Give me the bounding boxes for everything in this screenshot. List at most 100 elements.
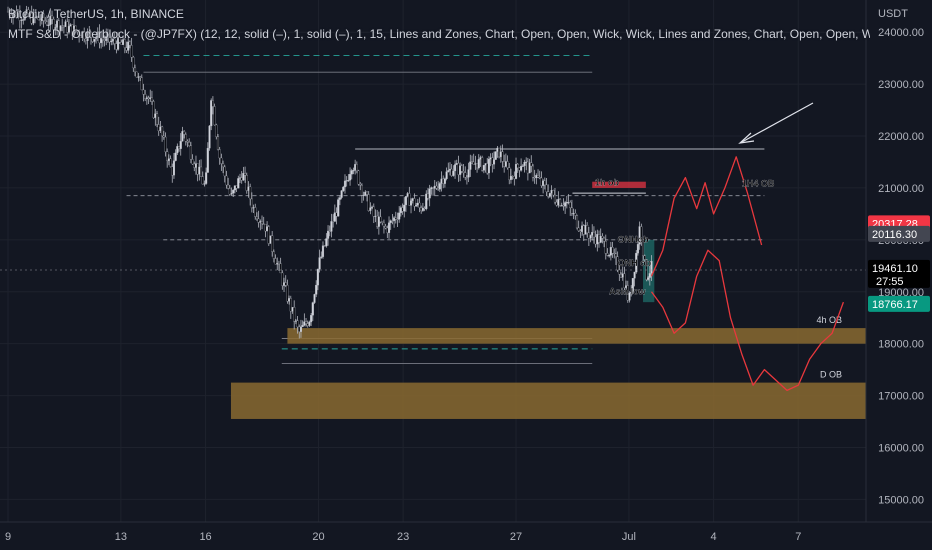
candle-body bbox=[196, 163, 199, 175]
candle-body bbox=[327, 230, 330, 239]
candle-body bbox=[514, 164, 518, 179]
candle-body bbox=[303, 321, 306, 326]
candle-body bbox=[496, 147, 499, 152]
candle-body bbox=[430, 187, 433, 190]
candle-body bbox=[276, 263, 279, 265]
candle-body bbox=[467, 169, 470, 178]
candle-body bbox=[244, 173, 247, 176]
candle-body bbox=[393, 217, 396, 221]
candle-body bbox=[476, 163, 479, 169]
candle-body bbox=[362, 194, 365, 197]
candle-body bbox=[100, 38, 103, 44]
x-tick-label: 20 bbox=[312, 531, 324, 543]
candle-body bbox=[548, 193, 551, 197]
candle-body bbox=[235, 185, 238, 189]
candle-body bbox=[250, 198, 253, 208]
candle-body bbox=[381, 221, 384, 223]
candle-body bbox=[145, 97, 148, 99]
candle-body bbox=[355, 164, 358, 172]
candle-body bbox=[464, 172, 467, 178]
candle-body bbox=[487, 158, 490, 174]
candle-body bbox=[267, 226, 270, 244]
candle-body bbox=[623, 273, 626, 288]
candle-body bbox=[147, 97, 150, 99]
candle-body bbox=[531, 165, 535, 178]
candle-body bbox=[503, 161, 506, 167]
candle-body bbox=[562, 205, 565, 207]
candle-body bbox=[130, 45, 133, 58]
candle-body bbox=[445, 171, 448, 180]
time-axis[interactable]: 9 13 16 20 23 27 Jul 4 7 bbox=[5, 531, 801, 543]
candle-body bbox=[88, 31, 91, 33]
candle-body bbox=[511, 175, 514, 178]
candle-body bbox=[572, 213, 575, 215]
forecast-paths bbox=[650, 156, 845, 392]
candle-body bbox=[648, 273, 651, 278]
candle-body bbox=[416, 202, 419, 206]
candle-body bbox=[386, 227, 389, 233]
candle-body bbox=[349, 174, 352, 181]
candle-body bbox=[528, 162, 531, 174]
candle-body bbox=[22, 19, 25, 21]
candle-body bbox=[491, 157, 494, 165]
candle-body bbox=[238, 177, 242, 179]
candle-body bbox=[167, 158, 170, 161]
candle-body bbox=[597, 234, 601, 243]
candle-body bbox=[448, 168, 452, 171]
candle-body bbox=[164, 136, 167, 152]
candle-body bbox=[621, 273, 624, 278]
candle-body bbox=[513, 176, 516, 179]
candle-body bbox=[460, 165, 463, 172]
candle-body bbox=[132, 57, 135, 69]
candle-body bbox=[12, 13, 15, 19]
demand-zone-rect bbox=[643, 239, 655, 303]
candle-body bbox=[332, 221, 335, 223]
candle-body bbox=[452, 170, 455, 176]
candle-body bbox=[288, 298, 291, 302]
candle-body bbox=[291, 307, 294, 312]
currency-label: USDT bbox=[878, 8, 908, 20]
candle-body bbox=[398, 212, 401, 220]
candle-body bbox=[630, 292, 633, 294]
candle-body bbox=[369, 207, 372, 211]
candle-body bbox=[277, 263, 280, 265]
candle-body bbox=[335, 212, 338, 217]
candle-body bbox=[183, 131, 186, 135]
candle-body bbox=[547, 191, 550, 197]
candle-body bbox=[271, 235, 274, 252]
candle-body bbox=[54, 27, 57, 30]
candle-body bbox=[391, 220, 394, 222]
candle-body bbox=[269, 235, 272, 244]
candle-body bbox=[633, 271, 636, 279]
candle-body bbox=[606, 253, 609, 256]
candle-body bbox=[455, 163, 458, 165]
candle-body bbox=[181, 131, 184, 142]
candle-body bbox=[296, 320, 299, 328]
candle-body bbox=[425, 193, 428, 210]
price-axis[interactable]: 24000.0023000.0022000.0021000.0020000.00… bbox=[878, 27, 924, 506]
candle-body bbox=[469, 161, 472, 170]
x-tick-label: 7 bbox=[795, 531, 801, 543]
candle-body bbox=[125, 47, 128, 51]
grid-lines bbox=[0, 0, 866, 522]
candle-body bbox=[526, 161, 529, 174]
candle-body bbox=[127, 41, 130, 51]
candle-body bbox=[354, 164, 357, 171]
candle-body bbox=[542, 180, 545, 186]
candle-body bbox=[161, 126, 164, 137]
candle-body bbox=[581, 225, 584, 232]
candle-body bbox=[98, 31, 101, 44]
y-tick-label: 23000.00 bbox=[878, 79, 924, 91]
candle-body bbox=[521, 165, 524, 167]
candle-body bbox=[596, 234, 599, 245]
candle-body bbox=[232, 189, 235, 194]
candle-body bbox=[569, 202, 572, 208]
candle-body bbox=[599, 235, 602, 243]
candle-body bbox=[636, 244, 640, 254]
candle-body bbox=[108, 33, 111, 43]
candle-body bbox=[426, 193, 430, 199]
candle-body bbox=[293, 307, 296, 322]
candle-body bbox=[245, 175, 248, 191]
candle-body bbox=[169, 158, 172, 167]
